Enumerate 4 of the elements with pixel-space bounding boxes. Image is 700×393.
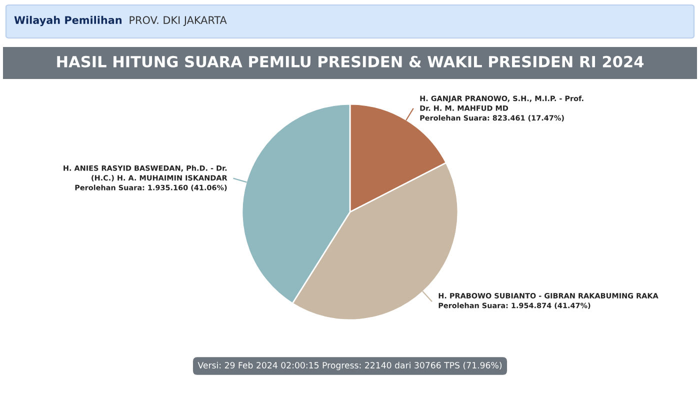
text: Wilayah Pemilihan [14, 16, 122, 26]
chart-title: HASIL HITUNG SUARA PEMILU PRESIDEN & WAKIL PRESIDEN RI 2024 [57, 56, 644, 68]
text: Versi: 29 Feb 2024 02:00:15 Progress: 22140 dari 30766 TPS (71.96%) [198, 362, 502, 370]
text: PROV. DKI JAKARTA [130, 16, 227, 26]
